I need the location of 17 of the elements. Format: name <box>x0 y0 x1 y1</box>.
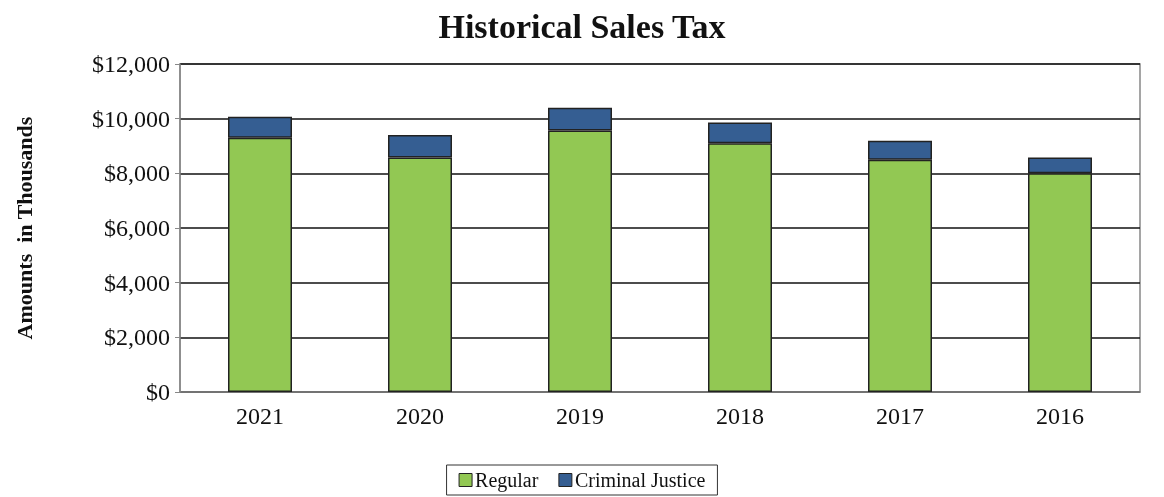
y-tick-label: $12,000 <box>92 51 170 77</box>
chart-title: Historical Sales Tax <box>438 7 726 45</box>
y-tick-label: $10,000 <box>92 105 170 132</box>
legend-label: Criminal Justice <box>574 469 706 491</box>
y-tick-label: $0 <box>146 379 170 405</box>
y-tick-label: $6,000 <box>104 215 170 241</box>
y-tick-label: $2,000 <box>104 324 170 351</box>
y-tick-label: $4,000 <box>104 269 170 296</box>
y-axis-title: Amounts in Thousands <box>11 116 37 340</box>
x-tick-label: 2017 <box>876 403 924 429</box>
legend-label: Regular <box>475 469 539 492</box>
x-tick-label: 2021 <box>236 403 284 429</box>
y-tick-label: $8,000 <box>104 160 170 187</box>
x-tick-label: 2016 <box>1036 403 1084 429</box>
x-tick-label: 2019 <box>556 403 604 429</box>
x-tick-label: 2020 <box>396 403 444 429</box>
x-tick-label: 2018 <box>716 403 764 429</box>
